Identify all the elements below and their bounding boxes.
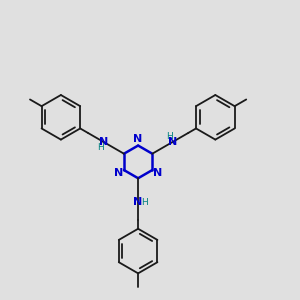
Text: H: H xyxy=(97,143,104,152)
Text: N: N xyxy=(168,137,178,147)
Text: N: N xyxy=(134,197,143,207)
Text: N: N xyxy=(99,137,108,147)
Text: H: H xyxy=(166,132,173,141)
Text: N: N xyxy=(153,168,163,178)
Text: H: H xyxy=(141,197,148,206)
Text: N: N xyxy=(134,134,143,144)
Text: N: N xyxy=(114,168,123,178)
